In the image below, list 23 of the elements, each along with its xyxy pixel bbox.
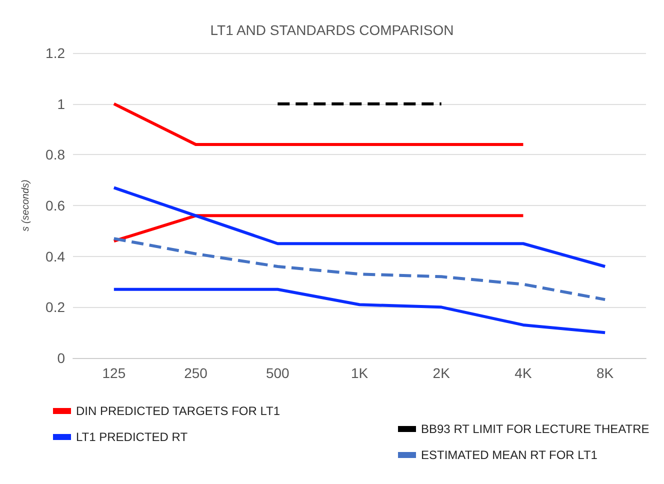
line-series — [112, 186, 607, 268]
chart-title: LT1 AND STANDARDS COMPARISON — [210, 22, 454, 38]
x-tick-label: 2K — [432, 365, 451, 381]
x-tick-label: 1K — [350, 365, 369, 381]
y-tick-label: 1 — [57, 96, 66, 112]
y-tick-label: 0.8 — [46, 146, 66, 163]
legend-label: ESTIMATED MEAN RT FOR LT1 — [421, 448, 598, 462]
y-axis-title: s (seconds) — [20, 180, 32, 232]
y-tick-label: 0.2 — [46, 299, 66, 316]
legend-label: LT1 PREDICTED RT — [76, 430, 188, 444]
y-tick-label: 1.2 — [46, 45, 66, 61]
x-tick-label: 500 — [266, 365, 290, 381]
legend-label: DIN PREDICTED TARGETS FOR LT1 — [76, 404, 280, 418]
x-tick-label: 4K — [514, 365, 532, 381]
line-series — [112, 288, 607, 334]
line-series — [112, 237, 607, 302]
x-tick-label: 8K — [596, 365, 614, 381]
y-tick-label: 0.4 — [46, 248, 66, 264]
x-tick-label: 250 — [184, 365, 208, 381]
y-tick-label: 0 — [57, 350, 66, 366]
y-tick-label: 0.6 — [46, 198, 66, 214]
legend-label: BB93 RT LIMIT FOR LECTURE THEATRE — [421, 422, 650, 436]
x-tick-label: 125 — [102, 365, 126, 381]
